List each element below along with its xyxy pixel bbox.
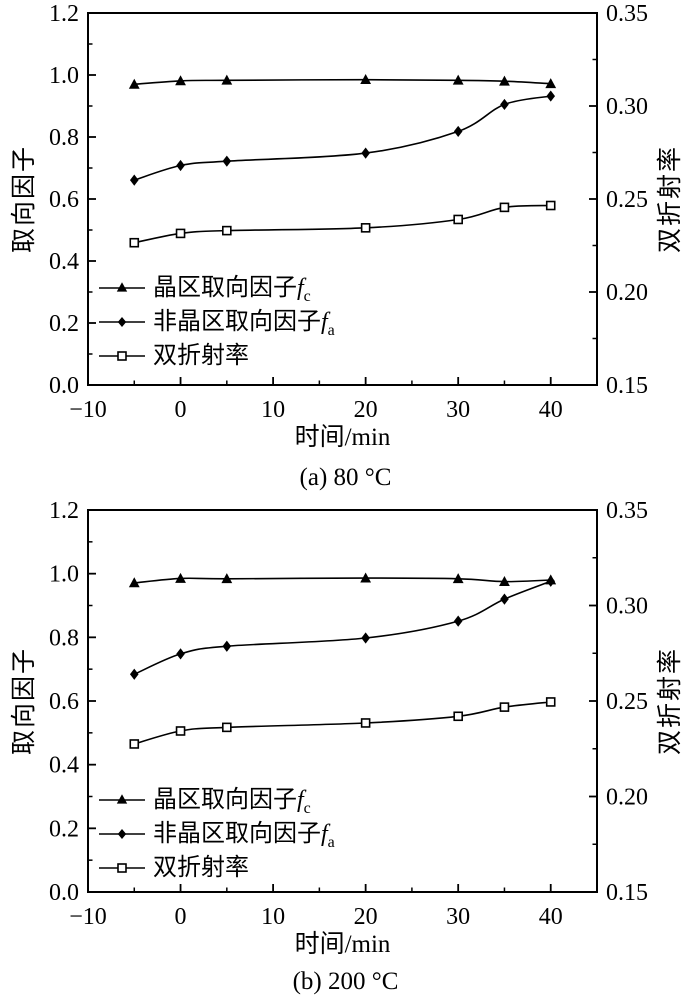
x-axis-label: 时间/min [294, 424, 391, 451]
legend-label: 双折射率 [153, 343, 249, 369]
y-left-tick-label: 1.2 [49, 498, 79, 524]
y-left-tick-label: 0.0 [49, 880, 79, 906]
y-axis-label-right: 双折射率 [657, 646, 684, 756]
y-left-tick-label: 0.6 [49, 689, 79, 715]
legend-label: 非晶区取向因子 [153, 309, 321, 335]
legend-label: 晶区取向因子 [153, 275, 297, 301]
y-left-tick-label: 0.4 [49, 249, 79, 275]
series-diamond-filled [129, 90, 556, 186]
x-tick-label: −10 [69, 397, 107, 423]
legend-symbol-sub: c [303, 799, 311, 817]
x-tick-label: 40 [539, 397, 563, 423]
plot-area-a: −10 0 10 20 30 40 0.0 0.2 0.4 0.6 0.8 1.0 1.2 0.15 0.2… [49, 1, 648, 423]
y-right-tick-label: 0.30 [606, 594, 648, 620]
caption-b: (b) 200 °C [292, 968, 399, 995]
y-left-tick-label: 0.2 [49, 816, 79, 842]
y-right-tick-label: 0.15 [606, 880, 648, 906]
y-right-tick-label: 0.20 [606, 785, 648, 811]
y-axis-label-left: 取向因子 [11, 144, 38, 254]
y-left-tick-label: 0.4 [49, 753, 79, 779]
diamond-marker-icon [99, 317, 145, 327]
x-axis-label: 时间/min [294, 931, 391, 958]
legend-label: 双折射率 [153, 855, 249, 881]
y-left-tick-label: 1.0 [49, 63, 79, 89]
legend-item: 双折射率 [98, 339, 335, 373]
legend-symbol-sub: c [303, 287, 311, 305]
series-triangle-filled [128, 572, 557, 588]
y-left-tick-label: 0.8 [49, 125, 79, 151]
plot-area-b: −10 0 10 20 30 40 0.0 0.2 0.4 0.6 0.8 1.0 1.2 0.15 0.2… [49, 498, 648, 930]
series-square-open [129, 200, 556, 248]
legend-symbol-sub: a [327, 833, 335, 851]
caption-a: (a) 80 °C [299, 464, 392, 491]
y-left-tick-label: 0.2 [49, 311, 79, 337]
series-square-open [129, 697, 556, 749]
diamond-marker-icon [99, 829, 145, 839]
y-right-tick-label: 0.35 [606, 498, 648, 524]
x-tick-label: −10 [69, 904, 107, 930]
legend-symbol: f [321, 821, 328, 847]
y-axis-label-left: 取向因子 [11, 646, 38, 756]
legend-symbol: f [297, 275, 304, 301]
y-right-tick-label: 0.25 [606, 187, 648, 213]
x-tick-label: 20 [354, 397, 378, 423]
y-left-tick-label: 1.2 [49, 1, 79, 27]
x-tick-label: 0 [175, 397, 187, 423]
y-right-tick-label: 0.30 [606, 94, 648, 120]
legend-symbol: f [297, 787, 304, 813]
y-left-tick-label: 0.8 [49, 625, 79, 651]
series-triangle-filled [128, 74, 557, 89]
y-right-tick-label: 0.20 [606, 280, 648, 306]
x-tick-label: 10 [261, 397, 285, 423]
axes: −10 0 10 20 30 40 0.0 0.2 0.4 0.6 0.8 1.0 1.2 0.15 0.2… [49, 498, 648, 930]
y-left-tick-label: 1.0 [49, 562, 79, 588]
chart-a-80c: −10 0 10 20 30 40 0.0 0.2 0.4 0.6 0.8 1.0 1.2 0.15 0.2… [0, 0, 691, 491]
legend-item: 双折射率 [98, 851, 335, 885]
x-tick-label: 10 [261, 904, 285, 930]
x-tick-label: 30 [446, 397, 470, 423]
legend-item: 晶区取向因子fc [98, 783, 335, 817]
series-diamond-filled [129, 575, 556, 680]
axes: −10 0 10 20 30 40 0.0 0.2 0.4 0.6 0.8 1.0 1.2 0.15 0.2… [49, 1, 648, 423]
y-right-tick-label: 0.15 [606, 373, 648, 399]
chart-b-200c: −10 0 10 20 30 40 0.0 0.2 0.4 0.6 0.8 1.0 1.2 0.15 0.2… [0, 490, 691, 1000]
legend-a: 晶区取向因子fc 非晶区取向因子fa 双折射率 [98, 271, 335, 373]
legend-label: 晶区取向因子 [153, 787, 297, 813]
x-tick-label: 20 [354, 904, 378, 930]
y-left-tick-label: 0.6 [49, 187, 79, 213]
x-tick-label: 0 [175, 904, 187, 930]
y-right-tick-label: 0.35 [606, 1, 648, 27]
y-left-tick-label: 0.0 [49, 373, 79, 399]
legend-item: 非晶区取向因子fa [98, 305, 335, 339]
y-right-tick-label: 0.25 [606, 689, 648, 715]
triangle-marker-icon [99, 282, 145, 292]
square-marker-icon [99, 863, 145, 873]
legend-b: 晶区取向因子fc 非晶区取向因子fa 双折射率 [98, 783, 335, 885]
x-tick-label: 30 [446, 904, 470, 930]
square-marker-icon [99, 351, 145, 361]
triangle-marker-icon [99, 794, 145, 804]
x-tick-label: 40 [539, 904, 563, 930]
y-axis-label-right: 双折射率 [657, 144, 684, 254]
legend-symbol-sub: a [327, 321, 335, 339]
legend-item: 晶区取向因子fc [98, 271, 335, 305]
legend-item: 非晶区取向因子fa [98, 817, 335, 851]
legend-label: 非晶区取向因子 [153, 821, 321, 847]
legend-symbol: f [321, 309, 328, 335]
